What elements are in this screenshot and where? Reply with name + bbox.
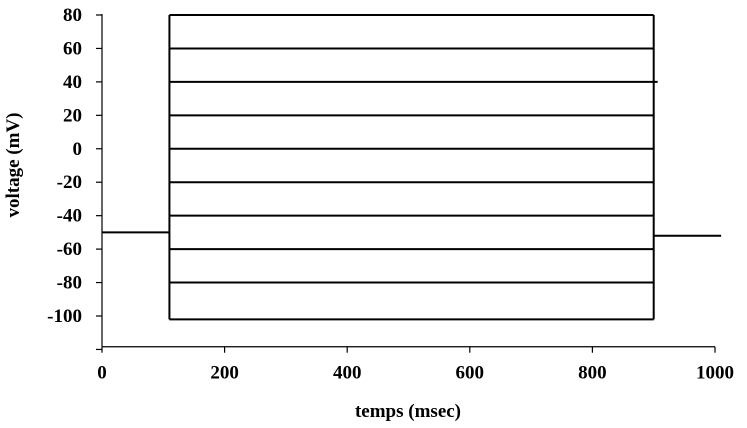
x-tick-label: 800: [578, 363, 607, 384]
y-tick-label: 80: [63, 5, 82, 26]
x-tick-label: 600: [456, 363, 485, 384]
axes: [96, 14, 716, 353]
y-tick-label: 40: [63, 72, 82, 93]
x-tick-label: 1000: [696, 363, 734, 384]
x-tick-label: 0: [97, 363, 107, 384]
y-tick-label: 20: [63, 105, 82, 126]
x-tick-label: 400: [333, 363, 362, 384]
voltage-traces: [102, 14, 722, 321]
x-axis-title: temps (msec): [355, 401, 461, 422]
y-tick-label: -80: [57, 273, 82, 294]
y-tick-label: 60: [63, 38, 82, 59]
y-tick-label: -60: [57, 239, 82, 260]
y-tick-label: -40: [57, 206, 82, 227]
y-axis-title: voltage (mV): [3, 113, 24, 218]
y-tick-label: -100: [47, 306, 82, 327]
y-tick-label: 0: [73, 139, 83, 160]
y-tick-label: -20: [57, 172, 82, 193]
x-tick-label: 200: [210, 363, 239, 384]
